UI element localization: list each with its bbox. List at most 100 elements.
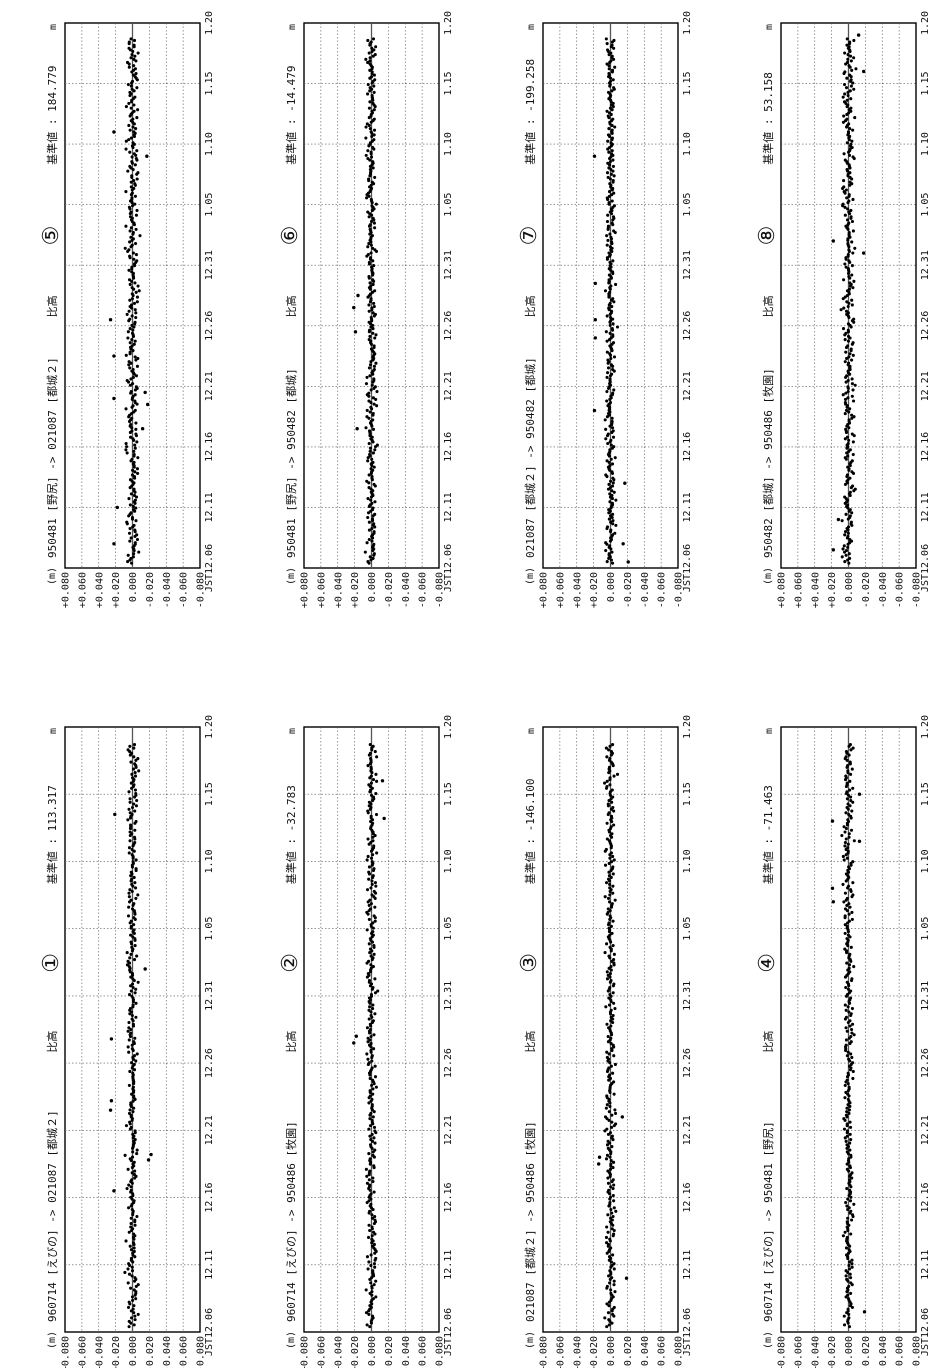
y-tick-label: 0.000 bbox=[367, 1336, 378, 1366]
outlier-point bbox=[109, 1099, 114, 1103]
data-point bbox=[370, 893, 374, 897]
y-unit-label: (m) bbox=[286, 567, 297, 585]
data-point bbox=[845, 218, 850, 222]
chart-title: 021087 [都城２] -> 950486 [牧園] bbox=[523, 1121, 537, 1322]
data-point bbox=[130, 323, 134, 327]
data-point bbox=[373, 905, 377, 909]
data-point bbox=[607, 166, 611, 170]
data-point bbox=[132, 103, 136, 107]
data-point bbox=[847, 1325, 852, 1329]
data-point bbox=[136, 108, 140, 112]
data-point bbox=[610, 1227, 614, 1231]
data-point bbox=[132, 958, 137, 962]
outlier-point bbox=[592, 408, 597, 413]
data-point bbox=[607, 839, 611, 843]
data-point bbox=[136, 980, 140, 984]
data-point bbox=[605, 48, 610, 52]
x-tick-label: 1.05 bbox=[443, 917, 454, 941]
data-point bbox=[845, 1143, 849, 1147]
baseline-value: 基準値 : 184.779 bbox=[45, 65, 59, 164]
data-point bbox=[846, 531, 850, 535]
x-tick-label: 1.20 bbox=[204, 11, 215, 35]
data-point bbox=[849, 142, 853, 146]
data-point bbox=[849, 1153, 853, 1157]
hitaka-label: 比高 bbox=[761, 1031, 775, 1053]
data-point bbox=[372, 344, 376, 348]
data-point bbox=[851, 388, 855, 392]
data-point bbox=[844, 986, 848, 990]
data-point bbox=[368, 1183, 372, 1187]
data-point bbox=[133, 54, 137, 58]
hitaka-label: 比高 bbox=[523, 1031, 537, 1053]
data-point bbox=[605, 821, 609, 825]
data-point bbox=[847, 552, 851, 556]
data-point bbox=[373, 175, 377, 179]
data-point bbox=[853, 246, 857, 250]
data-point bbox=[131, 1307, 135, 1311]
data-point bbox=[373, 385, 377, 389]
data-point bbox=[610, 54, 614, 58]
data-point bbox=[123, 1153, 127, 1157]
data-point bbox=[130, 174, 134, 178]
data-point bbox=[607, 150, 611, 154]
data-point bbox=[130, 1047, 134, 1051]
data-point bbox=[131, 117, 135, 121]
data-point bbox=[611, 367, 615, 372]
data-point bbox=[607, 1066, 611, 1070]
data-point bbox=[846, 1197, 850, 1201]
data-point bbox=[366, 253, 370, 257]
data-point bbox=[842, 1127, 847, 1131]
data-point bbox=[843, 158, 847, 162]
data-point bbox=[848, 743, 852, 747]
data-point bbox=[369, 1138, 373, 1142]
data-point bbox=[127, 531, 132, 535]
data-point bbox=[129, 511, 133, 515]
data-point bbox=[611, 1193, 615, 1198]
x-tick-label: 1.20 bbox=[682, 11, 693, 35]
data-point bbox=[370, 234, 374, 238]
data-point bbox=[607, 926, 611, 930]
data-point bbox=[846, 849, 850, 853]
data-point bbox=[614, 1209, 618, 1213]
data-point bbox=[133, 1318, 137, 1322]
data-point bbox=[842, 900, 846, 904]
data-point bbox=[134, 886, 138, 890]
data-point bbox=[612, 1206, 616, 1210]
chart-number: ⑧ bbox=[755, 226, 780, 246]
data-point bbox=[367, 303, 371, 307]
data-point bbox=[136, 171, 140, 175]
data-point bbox=[612, 858, 616, 862]
data-point bbox=[842, 825, 846, 829]
data-point bbox=[131, 1132, 135, 1136]
data-point bbox=[369, 498, 373, 502]
data-point bbox=[845, 300, 849, 304]
data-point bbox=[366, 38, 370, 42]
data-point bbox=[366, 972, 370, 976]
baseline-value: 基準値 : 113.317 bbox=[45, 785, 59, 884]
data-point bbox=[605, 42, 609, 46]
data-point bbox=[848, 970, 852, 974]
data-point bbox=[610, 1113, 614, 1117]
data-point bbox=[366, 809, 370, 813]
data-point bbox=[843, 844, 847, 848]
data-point bbox=[130, 279, 134, 283]
data-point bbox=[124, 139, 128, 143]
data-point bbox=[369, 243, 373, 247]
data-point bbox=[611, 333, 615, 337]
data-point bbox=[367, 877, 371, 881]
data-point bbox=[608, 1220, 612, 1224]
data-point bbox=[850, 511, 854, 515]
data-point bbox=[368, 898, 372, 902]
y-tick-label: +0.020 bbox=[350, 1336, 361, 1368]
y-tick-label: 0.000 bbox=[367, 572, 378, 602]
outlier-point bbox=[380, 779, 385, 783]
data-point bbox=[606, 802, 610, 806]
data-point bbox=[844, 1026, 848, 1030]
data-point bbox=[609, 1008, 613, 1012]
data-point bbox=[849, 795, 853, 799]
data-point bbox=[372, 128, 377, 132]
data-point bbox=[850, 1006, 854, 1011]
data-point bbox=[131, 1241, 136, 1245]
data-point bbox=[133, 446, 137, 450]
data-point bbox=[845, 1235, 849, 1240]
